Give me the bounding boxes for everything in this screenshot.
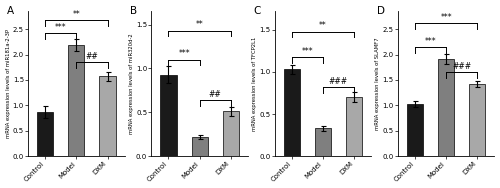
Y-axis label: mRNA expression levels of miR181a-2-3P: mRNA expression levels of miR181a-2-3P (6, 29, 10, 138)
Text: ###: ### (329, 77, 348, 86)
Text: **: ** (72, 10, 80, 19)
Text: B: B (130, 6, 137, 16)
Text: ***: *** (440, 13, 452, 22)
Bar (407, 104, 423, 156)
Bar (469, 84, 486, 156)
Bar (192, 137, 208, 156)
Text: **: ** (319, 21, 327, 30)
Bar (160, 75, 176, 156)
Text: ***: *** (55, 23, 66, 32)
Text: ***: *** (302, 47, 313, 56)
Bar (438, 59, 454, 156)
Bar (284, 69, 300, 156)
Text: A: A (7, 6, 14, 16)
Text: ***: *** (178, 49, 190, 58)
Y-axis label: mRNA expression levels of TFCP2L1: mRNA expression levels of TFCP2L1 (252, 37, 257, 131)
Bar (346, 97, 362, 156)
Y-axis label: mRNA expression levels of miR320d-2: mRNA expression levels of miR320d-2 (129, 33, 134, 134)
Bar (37, 112, 54, 156)
Text: ***: *** (425, 37, 436, 46)
Bar (100, 76, 116, 156)
Bar (68, 45, 84, 156)
Y-axis label: mRNA expression levels of SLAMF7: mRNA expression levels of SLAMF7 (376, 37, 380, 130)
Bar (222, 111, 239, 156)
Text: D: D (376, 6, 384, 16)
Bar (315, 128, 331, 156)
Text: C: C (254, 6, 260, 16)
Text: ###: ### (452, 62, 471, 71)
Text: ##: ## (209, 90, 222, 99)
Text: **: ** (196, 20, 203, 30)
Text: ##: ## (86, 52, 98, 61)
